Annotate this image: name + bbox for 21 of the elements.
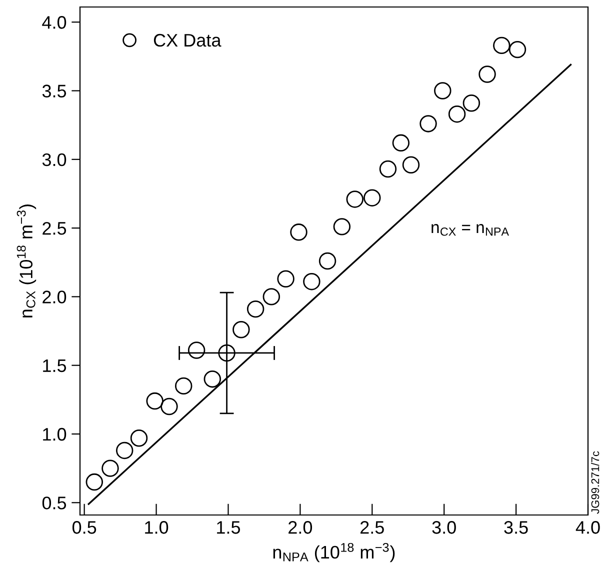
annotation: n$_{CX}$ = n$_{NPA}$ xyxy=(432,224,509,236)
y-axis-title: n$_{CX}$ (10$^{18}$ m$^{−3}$) xyxy=(16,204,36,318)
text: JG99.271/7c xyxy=(591,451,600,514)
y-tick-label: 0.5 xyxy=(42,496,66,510)
y-tick-label: 2.0 xyxy=(42,290,66,304)
x-tick-label: 0.5 xyxy=(72,521,96,534)
x-tick-label: 3.0 xyxy=(432,521,456,534)
x-tick-label: 2.0 xyxy=(288,521,312,534)
y-tick-label: 1.5 xyxy=(43,359,66,372)
y-tick-label: 3.5 xyxy=(42,84,66,98)
x-tick-label: 1.0 xyxy=(145,521,168,534)
x-tick-label: 4.0 xyxy=(576,521,600,534)
x-tick-label: 2.5 xyxy=(360,521,384,534)
y-tick-label: 1.0 xyxy=(43,428,66,441)
y-tick-label: 2.5 xyxy=(42,222,66,235)
x-tick-label: 3.5 xyxy=(504,521,528,534)
y-tick-label: 3.0 xyxy=(42,153,66,166)
x-tick-label: 1.5 xyxy=(217,521,240,534)
x-axis-title: n$_{NPA}$ (10$^{18}$ m$^{−3}$) xyxy=(273,542,395,562)
legend-label: CX Data xyxy=(154,34,222,47)
y-tick-label: 4.0 xyxy=(42,16,66,29)
